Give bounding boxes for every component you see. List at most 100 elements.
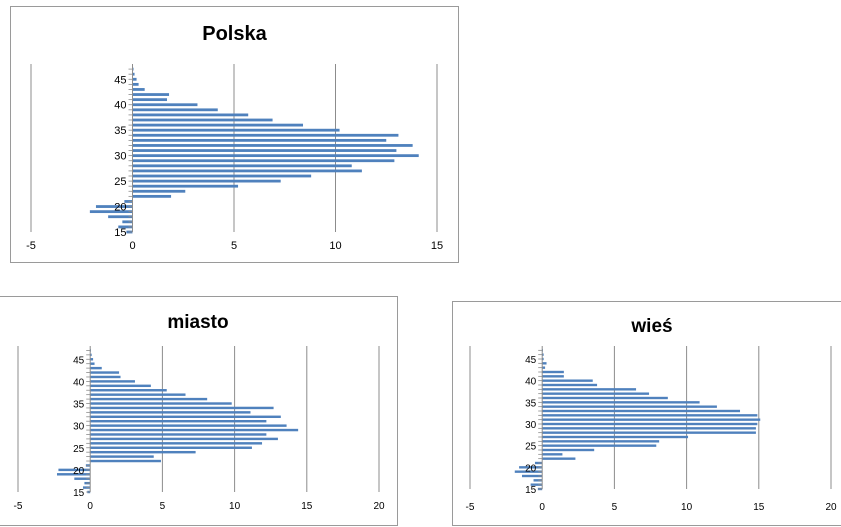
bar bbox=[132, 72, 135, 76]
bar bbox=[533, 479, 543, 482]
y-tick-label: 30 bbox=[73, 422, 85, 433]
bar bbox=[521, 474, 543, 478]
bar bbox=[542, 405, 717, 408]
bar bbox=[108, 215, 133, 219]
y-tick-label: 15 bbox=[525, 485, 537, 496]
x-tick-label: 0 bbox=[539, 502, 545, 513]
bar bbox=[90, 362, 95, 365]
bar bbox=[542, 422, 758, 426]
bar bbox=[90, 402, 232, 405]
bar bbox=[89, 210, 133, 214]
y-tick-label: 15 bbox=[73, 488, 85, 499]
bar bbox=[542, 457, 576, 460]
bar bbox=[542, 362, 547, 365]
bar bbox=[132, 93, 170, 96]
bar bbox=[132, 169, 362, 173]
bar bbox=[132, 149, 397, 152]
bar bbox=[542, 383, 598, 387]
y-tick-label: 25 bbox=[114, 176, 126, 188]
bar bbox=[132, 144, 413, 147]
bar bbox=[132, 154, 419, 158]
bar bbox=[542, 370, 564, 374]
x-tick-label: 10 bbox=[681, 502, 693, 513]
bar bbox=[90, 455, 154, 458]
bar bbox=[90, 428, 299, 432]
x-tick-label: 15 bbox=[301, 501, 313, 512]
bar bbox=[132, 123, 304, 127]
bar bbox=[90, 450, 196, 454]
x-tick-label: 10 bbox=[229, 501, 241, 512]
bar bbox=[132, 77, 137, 81]
bar bbox=[132, 98, 168, 102]
bar bbox=[542, 444, 657, 447]
bar bbox=[90, 406, 274, 410]
bar bbox=[132, 194, 172, 198]
y-tick-label: 25 bbox=[525, 442, 537, 453]
bar bbox=[90, 446, 252, 449]
bar bbox=[519, 466, 543, 469]
bar bbox=[542, 409, 741, 413]
chart-panel-polska: Polska -5 0 5 10 15 15 20 25 30 35 40 45 bbox=[10, 6, 459, 263]
bar bbox=[542, 448, 595, 452]
bar bbox=[58, 468, 91, 472]
x-tick-label: 0 bbox=[87, 501, 93, 512]
bar bbox=[132, 164, 352, 168]
bar bbox=[90, 437, 278, 441]
y-tick-label: 40 bbox=[525, 377, 537, 388]
bar bbox=[514, 470, 543, 473]
bar bbox=[90, 433, 267, 436]
bar bbox=[90, 415, 281, 419]
bar bbox=[90, 419, 267, 423]
bar bbox=[132, 184, 239, 188]
bar bbox=[542, 435, 689, 439]
bar bbox=[542, 401, 700, 404]
y-tick-label: 40 bbox=[73, 377, 85, 388]
bar bbox=[132, 189, 186, 193]
chart-panel-wies: wieś -5 0 5 10 15 20 15 20 25 30 35 40 45 bbox=[452, 301, 841, 526]
bar bbox=[542, 392, 650, 395]
bar bbox=[542, 353, 544, 356]
bar bbox=[542, 357, 544, 361]
bar bbox=[90, 459, 161, 463]
y-tick-label: 20 bbox=[525, 463, 537, 474]
bar bbox=[90, 358, 94, 361]
bar bbox=[132, 159, 395, 163]
y-tick-label: 45 bbox=[114, 74, 126, 86]
y-tick-label: 15 bbox=[114, 227, 126, 239]
chart-title: Polska bbox=[202, 23, 267, 45]
bar bbox=[542, 388, 637, 391]
x-tick-label: -5 bbox=[14, 501, 23, 512]
bar bbox=[542, 375, 564, 378]
bar bbox=[542, 366, 546, 369]
bar bbox=[132, 82, 139, 86]
bar bbox=[90, 371, 120, 374]
y-tick-label: 30 bbox=[525, 420, 537, 431]
bar bbox=[90, 424, 287, 427]
bar bbox=[132, 174, 312, 178]
bar bbox=[132, 103, 198, 107]
y-tick-label: 20 bbox=[73, 466, 85, 477]
x-tick-label: 20 bbox=[825, 502, 837, 513]
y-tick-label: 30 bbox=[114, 151, 126, 163]
y-tick-label: 25 bbox=[73, 444, 85, 455]
bar bbox=[132, 113, 249, 117]
chart-panel-miasto: miasto -5 0 5 10 15 20 15 20 25 30 35 40 45 bbox=[0, 296, 398, 526]
bar bbox=[90, 384, 151, 388]
y-tick-label: 40 bbox=[114, 100, 126, 112]
bar bbox=[90, 353, 92, 357]
bar bbox=[132, 179, 281, 183]
x-tick-label: 15 bbox=[431, 240, 443, 252]
bar bbox=[132, 138, 387, 142]
x-tick-label: -5 bbox=[466, 502, 475, 513]
bar bbox=[90, 375, 121, 379]
x-tick-label: 20 bbox=[373, 501, 385, 512]
y-tick-label: 35 bbox=[114, 125, 126, 137]
bar bbox=[74, 477, 91, 480]
bar bbox=[542, 418, 761, 421]
bar bbox=[132, 108, 218, 112]
bar bbox=[90, 389, 167, 392]
y-tick-label: 35 bbox=[525, 398, 537, 409]
bar bbox=[56, 473, 91, 476]
chart-title: miasto bbox=[167, 312, 229, 333]
y-tick-label: 35 bbox=[73, 400, 85, 411]
